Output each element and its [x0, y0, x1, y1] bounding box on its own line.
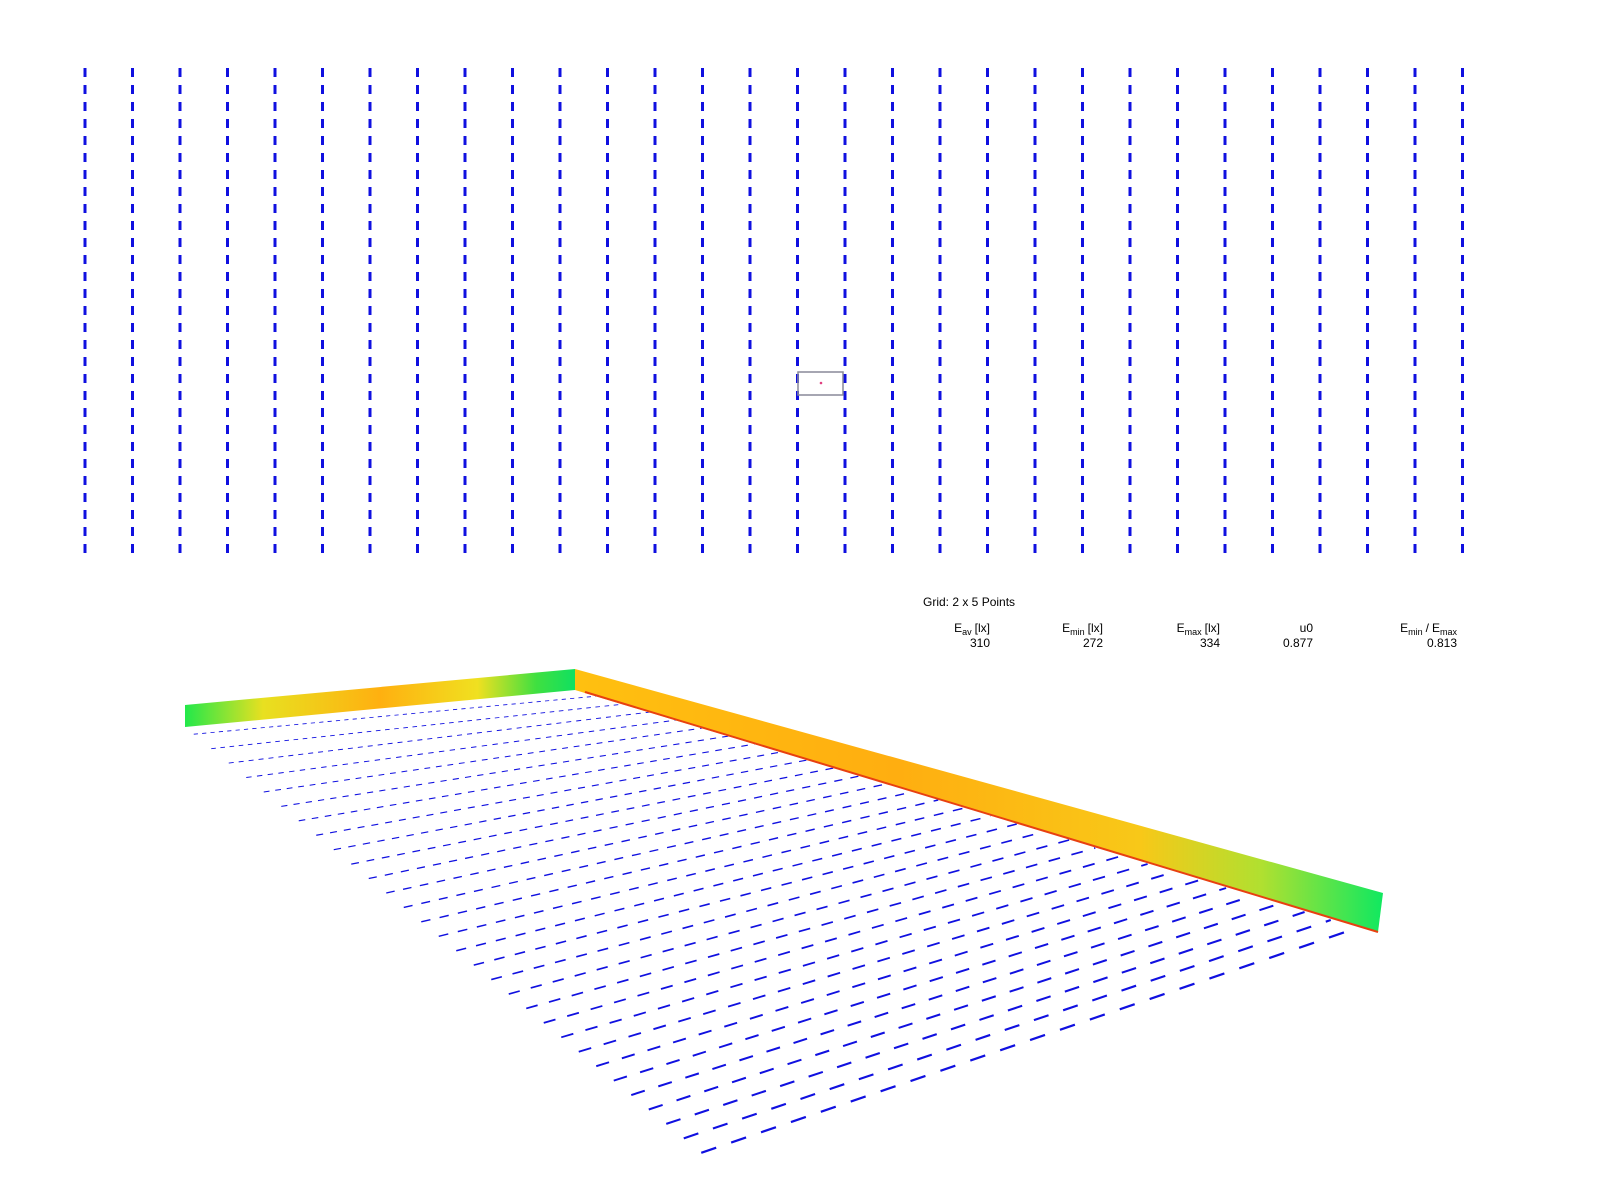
grid-row [438, 807, 965, 938]
grid-row [403, 791, 913, 909]
grid-row [316, 751, 782, 836]
header-part: E [1432, 621, 1440, 635]
grid-row [421, 799, 939, 923]
grid-row [228, 711, 651, 764]
luminaire-outline [797, 371, 844, 396]
header-part: u0 [1300, 621, 1314, 635]
grid-row [595, 879, 1201, 1068]
grid-row [263, 727, 703, 793]
column-header: u0 [1300, 621, 1314, 635]
header-part: E [954, 621, 962, 635]
subscript: min [1070, 627, 1085, 637]
header-part: / [1426, 621, 1430, 635]
grid-row [351, 767, 834, 865]
grid-row [491, 831, 1044, 981]
column-header: Emax [lx] [1177, 621, 1220, 637]
grid-row [665, 911, 1305, 1125]
grid-row [578, 871, 1175, 1053]
grid-row [700, 926, 1358, 1154]
wall-back [185, 669, 575, 727]
grid-row [526, 847, 1096, 1010]
grid-row [508, 839, 1070, 995]
column-header: Eav [lx] [954, 621, 990, 637]
grid-row [333, 759, 808, 851]
header-part: [lx] [975, 621, 990, 635]
grid-row [648, 903, 1279, 1111]
column-header: Emin [lx] [1062, 621, 1103, 637]
wall-side [575, 669, 1383, 932]
grid-row [473, 823, 1017, 966]
subscript: max [1185, 627, 1203, 637]
wall-edge [584, 691, 1379, 933]
grid-row [683, 918, 1332, 1140]
perspective-view [193, 695, 1358, 1154]
header-part: [lx] [1088, 621, 1103, 635]
subscript: av [962, 627, 972, 637]
grid-row [386, 783, 887, 894]
grid-row [298, 743, 756, 822]
plan-view [83, 68, 1464, 558]
column-value: 0.877 [1283, 636, 1313, 650]
grid-row [560, 863, 1148, 1039]
grid-row [281, 735, 729, 807]
grid-row [193, 695, 599, 735]
grid-row [613, 887, 1227, 1082]
subscript: min [1408, 627, 1423, 637]
header-part: E [1062, 621, 1070, 635]
column-value: 310 [970, 636, 990, 650]
grid-row [630, 895, 1253, 1096]
column-value: 334 [1200, 636, 1220, 650]
grid-row [368, 775, 860, 880]
column-value: 0.813 [1427, 636, 1457, 650]
header-part: [lx] [1205, 621, 1220, 635]
grid-label: Grid: 2 x 5 Points [923, 595, 1015, 609]
header-part: E [1177, 621, 1185, 635]
grid-row [543, 855, 1122, 1024]
subscript: max [1440, 627, 1458, 637]
luminaire-point [819, 381, 823, 385]
grid-row [246, 719, 677, 778]
header-part: E [1400, 621, 1408, 635]
column-value: 272 [1083, 636, 1103, 650]
column-header: Emin / Emax [1400, 621, 1457, 637]
